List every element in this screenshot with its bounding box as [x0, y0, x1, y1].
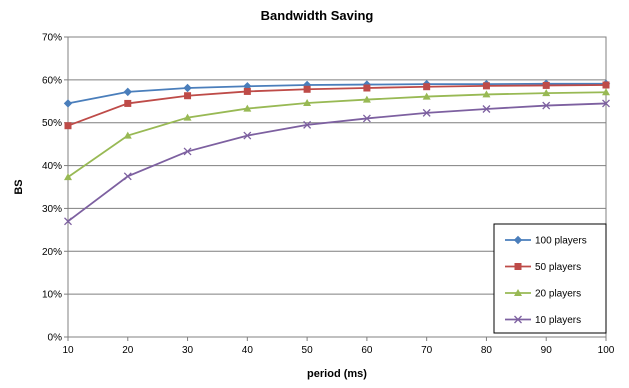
series-1	[64, 81, 610, 130]
data-point	[363, 84, 371, 92]
x-tick-label: 20	[122, 345, 134, 356]
data-point	[303, 99, 312, 106]
y-tick-label: 30%	[42, 204, 62, 215]
data-point	[243, 104, 252, 112]
legend-entry: 10 players	[505, 315, 581, 326]
y-tick-label: 50%	[42, 118, 62, 129]
chart-title: Bandwidth Saving	[261, 8, 374, 23]
data-point	[124, 99, 132, 107]
data-point	[422, 108, 431, 117]
data-point	[542, 81, 550, 89]
data-point	[243, 87, 251, 95]
data-point	[64, 173, 72, 181]
grid	[68, 36, 606, 338]
legend-label: 50 players	[535, 262, 581, 273]
data-point	[602, 99, 610, 108]
legend-label: 20 players	[535, 289, 581, 300]
data-point	[63, 99, 73, 108]
y-tick-label: 70%	[42, 33, 62, 44]
data-point	[64, 122, 72, 130]
series-line	[67, 91, 607, 178]
y-tick-label: 40%	[42, 161, 62, 172]
y-axis-label: BS	[13, 179, 25, 194]
legend-entry: 50 players	[505, 262, 581, 273]
data-point	[542, 89, 551, 97]
legend: 100 players 50 players 20 players 10 player…	[493, 223, 607, 334]
series-2	[64, 88, 610, 181]
data-point	[123, 87, 132, 97]
data-point	[183, 147, 192, 156]
legend-entry: 100 players	[505, 236, 587, 247]
data-point	[184, 92, 192, 100]
data-point	[482, 90, 491, 98]
legend-label: 10 players	[535, 315, 581, 326]
x-tick-label: 30	[182, 345, 194, 356]
data-point	[542, 101, 551, 110]
series-line	[67, 82, 606, 105]
data-point	[362, 95, 371, 103]
x-tick-label: 70	[421, 345, 433, 356]
series-line	[67, 102, 607, 223]
y-tick-label: 0%	[48, 333, 63, 344]
data-point	[183, 83, 192, 93]
x-tick-label: 80	[481, 345, 493, 356]
data-point	[123, 172, 132, 181]
data-point	[303, 85, 311, 93]
data-point	[362, 114, 371, 123]
series-3	[64, 99, 610, 226]
data-point	[602, 88, 610, 96]
x-tick-label: 100	[598, 345, 615, 356]
x-axis-label: period (ms)	[307, 368, 367, 380]
data-point	[243, 131, 252, 140]
y-axis-ticks: 0% 10% 20% 30% 40% 50% 60% 70%	[42, 33, 68, 344]
legend-marker	[513, 235, 523, 245]
data-point	[482, 82, 490, 90]
data-point	[422, 92, 431, 100]
x-tick-label: 90	[541, 345, 553, 356]
legend-label: 100 players	[535, 236, 587, 247]
y-tick-label: 20%	[42, 247, 62, 258]
series-group	[63, 79, 611, 226]
legend-entry: 20 players	[505, 289, 581, 300]
legend-box	[493, 223, 607, 334]
legend-marker	[514, 315, 522, 324]
x-axis-ticks: 10 20 30 40 50 60 70 80 90 100	[62, 337, 615, 356]
data-point	[64, 217, 72, 226]
data-point	[482, 105, 491, 113]
y-tick-label: 60%	[42, 75, 62, 86]
x-tick-label: 40	[242, 345, 254, 356]
series-line	[67, 84, 607, 127]
data-point	[423, 83, 431, 91]
legend-marker	[514, 263, 522, 270]
plot-area	[67, 36, 607, 338]
x-tick-label: 50	[302, 345, 314, 356]
data-point	[303, 120, 312, 129]
x-tick-label: 60	[361, 345, 373, 356]
data-point	[123, 131, 132, 139]
data-point	[602, 81, 610, 89]
y-tick-label: 10%	[42, 290, 62, 301]
data-point	[183, 113, 192, 121]
legend-marker	[514, 289, 522, 296]
x-tick-label: 10	[62, 345, 74, 356]
